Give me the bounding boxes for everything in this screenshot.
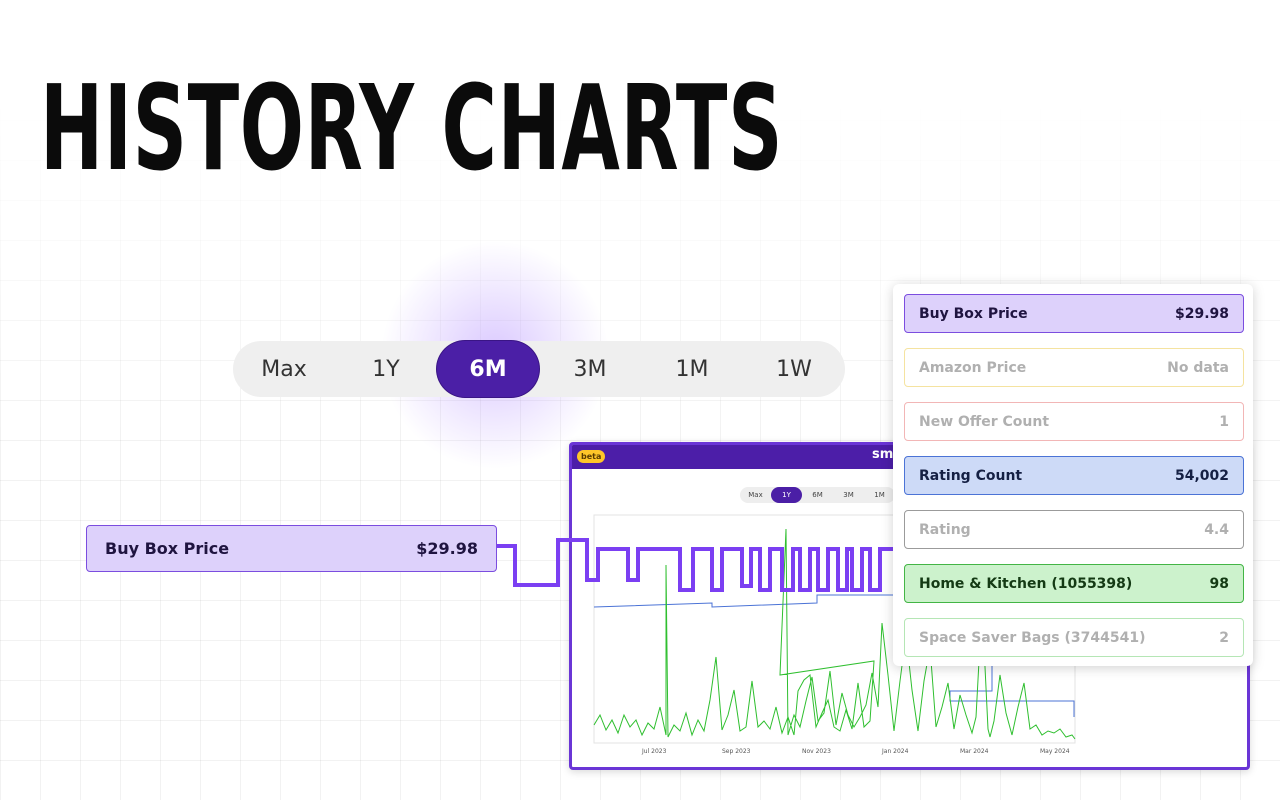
stat-row-buy-box-price[interactable]: Buy Box Price $29.98 <box>904 294 1244 333</box>
range-option-6m[interactable]: 6M <box>437 341 539 397</box>
stat-value: 1 <box>1219 413 1229 430</box>
history-chart: Jul 2023 Sep 2023 Nov 2023 Jan 2024 Mar … <box>593 514 1076 755</box>
stat-label: Rating Count <box>919 467 1023 484</box>
mini-range-1y[interactable]: 1Y <box>771 487 802 503</box>
stat-value: 98 <box>1209 575 1229 592</box>
range-option-1y[interactable]: 1Y <box>372 356 400 382</box>
x-tick-sep-2023: Sep 2023 <box>722 748 751 755</box>
mini-range-selector: Max 1Y 6M 3M 1M <box>740 487 895 503</box>
stat-label: Rating <box>919 521 971 538</box>
mini-range-6m[interactable]: 6M <box>812 491 823 499</box>
stat-value: No data <box>1167 359 1229 376</box>
mini-range-1m[interactable]: 1M <box>874 491 885 499</box>
x-axis-ticks: Jul 2023 Sep 2023 Nov 2023 Jan 2024 Mar … <box>641 748 1070 755</box>
range-option-max[interactable]: Max <box>261 356 307 382</box>
stat-value: 54,002 <box>1174 467 1229 484</box>
x-tick-jan-2024: Jan 2024 <box>881 748 909 755</box>
stat-value: $29.98 <box>1174 305 1229 322</box>
stat-row-amazon-price[interactable]: Amazon Price No data <box>904 348 1244 387</box>
stat-value: 4.4 <box>1204 521 1229 538</box>
beta-badge: beta <box>577 450 606 463</box>
stat-row-home-kitchen-rank[interactable]: Home & Kitchen (1055398) 98 <box>904 564 1244 603</box>
mini-range-max[interactable]: Max <box>748 491 763 499</box>
page-title: HISTORY CHARTS <box>40 59 784 197</box>
stat-value: 2 <box>1219 629 1229 646</box>
stat-row-rating[interactable]: Rating 4.4 <box>904 510 1244 549</box>
range-option-1m[interactable]: 1M <box>675 356 709 382</box>
buy-box-price-label: Buy Box Price $29.98 <box>86 525 497 572</box>
mini-range-3m[interactable]: 3M <box>843 491 854 499</box>
stats-panel: Buy Box Price $29.98 Amazon Price No dat… <box>893 284 1253 666</box>
range-selector: Max 1Y 6M 3M 1M 1W <box>233 341 845 397</box>
buy-box-price-label-value: $29.98 <box>416 539 478 558</box>
stat-row-new-offer-count[interactable]: New Offer Count 1 <box>904 402 1244 441</box>
stat-row-rating-count[interactable]: Rating Count 54,002 <box>904 456 1244 495</box>
x-tick-mar-2024: Mar 2024 <box>960 748 989 755</box>
range-option-1w[interactable]: 1W <box>776 356 812 382</box>
stat-row-space-saver-bags-rank[interactable]: Space Saver Bags (3744541) 2 <box>904 618 1244 657</box>
stat-label: New Offer Count <box>919 413 1050 430</box>
stat-label: Space Saver Bags (3744541) <box>919 629 1146 646</box>
stat-label: Home & Kitchen (1055398) <box>919 575 1133 592</box>
x-tick-jul-2023: Jul 2023 <box>641 748 667 755</box>
stat-label: Amazon Price <box>919 359 1027 376</box>
buy-box-price-label-name: Buy Box Price <box>105 539 230 558</box>
stat-label: Buy Box Price <box>919 305 1028 322</box>
range-option-3m[interactable]: 3M <box>573 356 607 382</box>
x-tick-nov-2023: Nov 2023 <box>802 748 831 755</box>
x-tick-may-2024: May 2024 <box>1040 748 1070 755</box>
